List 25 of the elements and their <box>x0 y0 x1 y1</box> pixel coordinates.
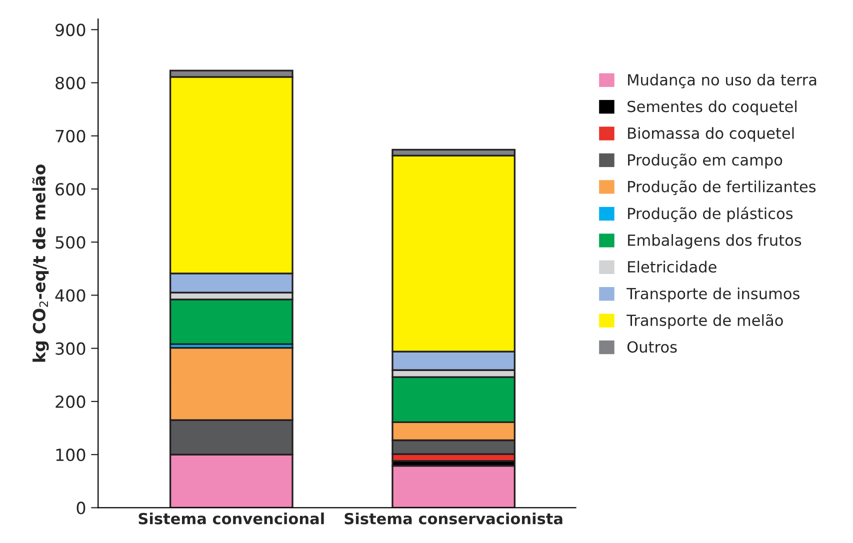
y-tick-label: 500 <box>56 236 86 249</box>
legend-label: Produção em campo <box>628 154 782 169</box>
y-axis-title: kg CO$_{2}$-eq/t de melão <box>32 164 49 362</box>
legend-label: Sementes do coquetel <box>628 100 796 116</box>
legend-label: Transporte de insumos <box>626 288 800 302</box>
bar <box>392 464 516 508</box>
y-tick-label: 400 <box>55 289 86 302</box>
legend-label: Embalagens dos frutos <box>628 234 802 249</box>
y-tick-label: 900 <box>56 24 86 36</box>
x-tick-label: Sistema conservacionista <box>344 512 562 524</box>
y-tick-label: 800 <box>56 76 86 90</box>
y-tick-label: 700 <box>56 130 86 142</box>
y-tick-label: 0 <box>76 502 86 514</box>
legend-label: Transporte de melão <box>626 314 783 330</box>
legend-label: Mudança no uso da terra <box>628 74 816 88</box>
legend-label: Produção de fertilizantes <box>628 180 816 196</box>
y-tick-label: 100 <box>56 448 86 462</box>
legend-label: Outros <box>627 341 677 353</box>
y-tick-label: 200 <box>56 395 86 408</box>
x-tick-label: Sistema convencional <box>138 512 324 524</box>
y-tick-label: 600 <box>56 182 86 196</box>
legend-label: Biomassa do coquetel <box>628 127 794 142</box>
legend-label: Eletricidade <box>628 260 716 273</box>
legend-label: Produção de plásticos <box>628 206 793 222</box>
y-tick-label: 300 <box>56 342 86 355</box>
